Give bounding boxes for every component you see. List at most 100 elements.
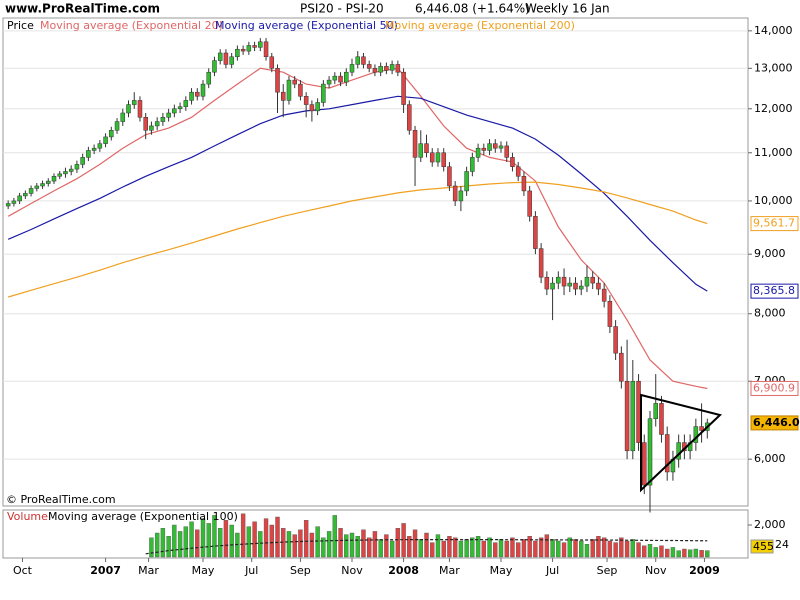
candle-body: [533, 216, 538, 249]
candle-body: [538, 248, 544, 278]
candle-body: [584, 276, 590, 287]
x-tick-label: Nov: [645, 564, 667, 577]
candle-body: [447, 166, 452, 187]
x-tick-label: Oct: [13, 564, 33, 577]
candle-body: [28, 188, 34, 194]
volume-bar: [630, 539, 636, 558]
moving-average-line: [7, 67, 708, 390]
x-tick-label: May: [192, 564, 215, 577]
volume-bar: [607, 540, 613, 558]
candle-body: [556, 276, 561, 284]
candle-body: [601, 288, 607, 302]
candle-body: [378, 66, 383, 73]
x-tick-label: May: [490, 564, 513, 577]
candle-body: [131, 100, 137, 105]
candle-body: [647, 418, 653, 486]
candle-body: [172, 108, 177, 114]
volume-bar: [659, 545, 664, 558]
y-tick-label: 14,000: [754, 24, 793, 37]
candle-body: [464, 171, 469, 192]
value-tag-box: [750, 415, 799, 431]
candle-body: [252, 45, 257, 48]
candle-body: [315, 102, 320, 112]
volume-bar: [430, 542, 435, 558]
chart-title: PSI20 - PSI-20: [300, 2, 384, 16]
volume-bar: [504, 540, 509, 558]
value-tag: 6,446.08: [753, 416, 800, 429]
volume-bar: [699, 550, 704, 558]
candle-body: [229, 56, 234, 65]
value-tag: 8,365.8: [753, 284, 795, 297]
candle-body: [326, 79, 332, 85]
legend-entry: Moving average (Exponential 200): [385, 19, 575, 32]
volume-bar: [240, 513, 246, 558]
candle-body: [578, 285, 584, 290]
y-tick-label: 13,000: [754, 61, 793, 74]
candle-body: [309, 104, 315, 112]
candle-body: [544, 276, 550, 290]
volume-tick-label: 2,000: [754, 518, 786, 531]
volume-bar: [349, 532, 355, 558]
candle-body: [263, 41, 269, 58]
volume-tag: 455: [753, 540, 774, 553]
volume-bar: [206, 523, 211, 558]
candle-body: [653, 403, 658, 419]
y-tick-label: 11,000: [754, 146, 793, 159]
value-tag-box: [750, 216, 799, 232]
volume-bar: [475, 536, 481, 558]
y-tick-label: 9,000: [754, 247, 786, 260]
volume-bar: [533, 540, 538, 558]
candle-body: [458, 190, 464, 202]
candle-body: [504, 145, 509, 158]
candle-body: [280, 91, 286, 101]
volume-bar: [447, 536, 452, 558]
candle-body: [349, 64, 355, 73]
candle-body: [160, 117, 166, 122]
candle-body: [298, 83, 303, 97]
candle-body: [23, 193, 28, 197]
candle-body: [149, 125, 154, 131]
candle-body: [521, 176, 527, 192]
volume-bar: [418, 539, 423, 558]
candle-body: [699, 426, 704, 431]
candle-body: [321, 83, 326, 103]
candle-body: [40, 183, 45, 187]
volume-bar: [670, 547, 676, 558]
volume-bar: [154, 532, 160, 558]
candle-body: [441, 152, 446, 167]
volume-bar: [361, 529, 366, 558]
volume-bar: [493, 542, 498, 558]
candle-body: [63, 171, 68, 175]
candle-body: [510, 157, 515, 167]
volume-bar: [355, 536, 360, 558]
volume-bar: [372, 531, 378, 558]
volume-label: Volume: [7, 510, 48, 523]
volume-bar: [579, 540, 584, 558]
volume-ma-label: Moving average (Exponential 100): [48, 510, 238, 523]
value-tag-box: [750, 380, 799, 396]
candle-body: [624, 380, 630, 452]
volume-bar: [653, 547, 658, 558]
volume-bar: [315, 526, 320, 558]
candle-body: [435, 152, 441, 163]
site: www.ProRealTime.com: [5, 2, 160, 16]
volume-bar: [332, 515, 338, 558]
volume-bar: [538, 537, 544, 558]
candle-body: [143, 117, 148, 131]
date: 16 Jan: [572, 2, 610, 16]
volume-bar: [601, 537, 607, 558]
candle-body: [269, 56, 275, 69]
candle-body: [206, 71, 211, 85]
volume-bar: [326, 531, 332, 558]
candle-body: [34, 185, 40, 189]
candle-body: [240, 48, 246, 52]
candle-body: [590, 276, 595, 284]
candle-body: [567, 282, 573, 287]
candle-body: [212, 60, 217, 73]
x-tick-label: Sep: [597, 564, 618, 577]
candle-body: [103, 136, 108, 144]
volume-bar: [464, 539, 469, 558]
candle-body: [97, 143, 103, 149]
candle-body: [613, 326, 618, 354]
